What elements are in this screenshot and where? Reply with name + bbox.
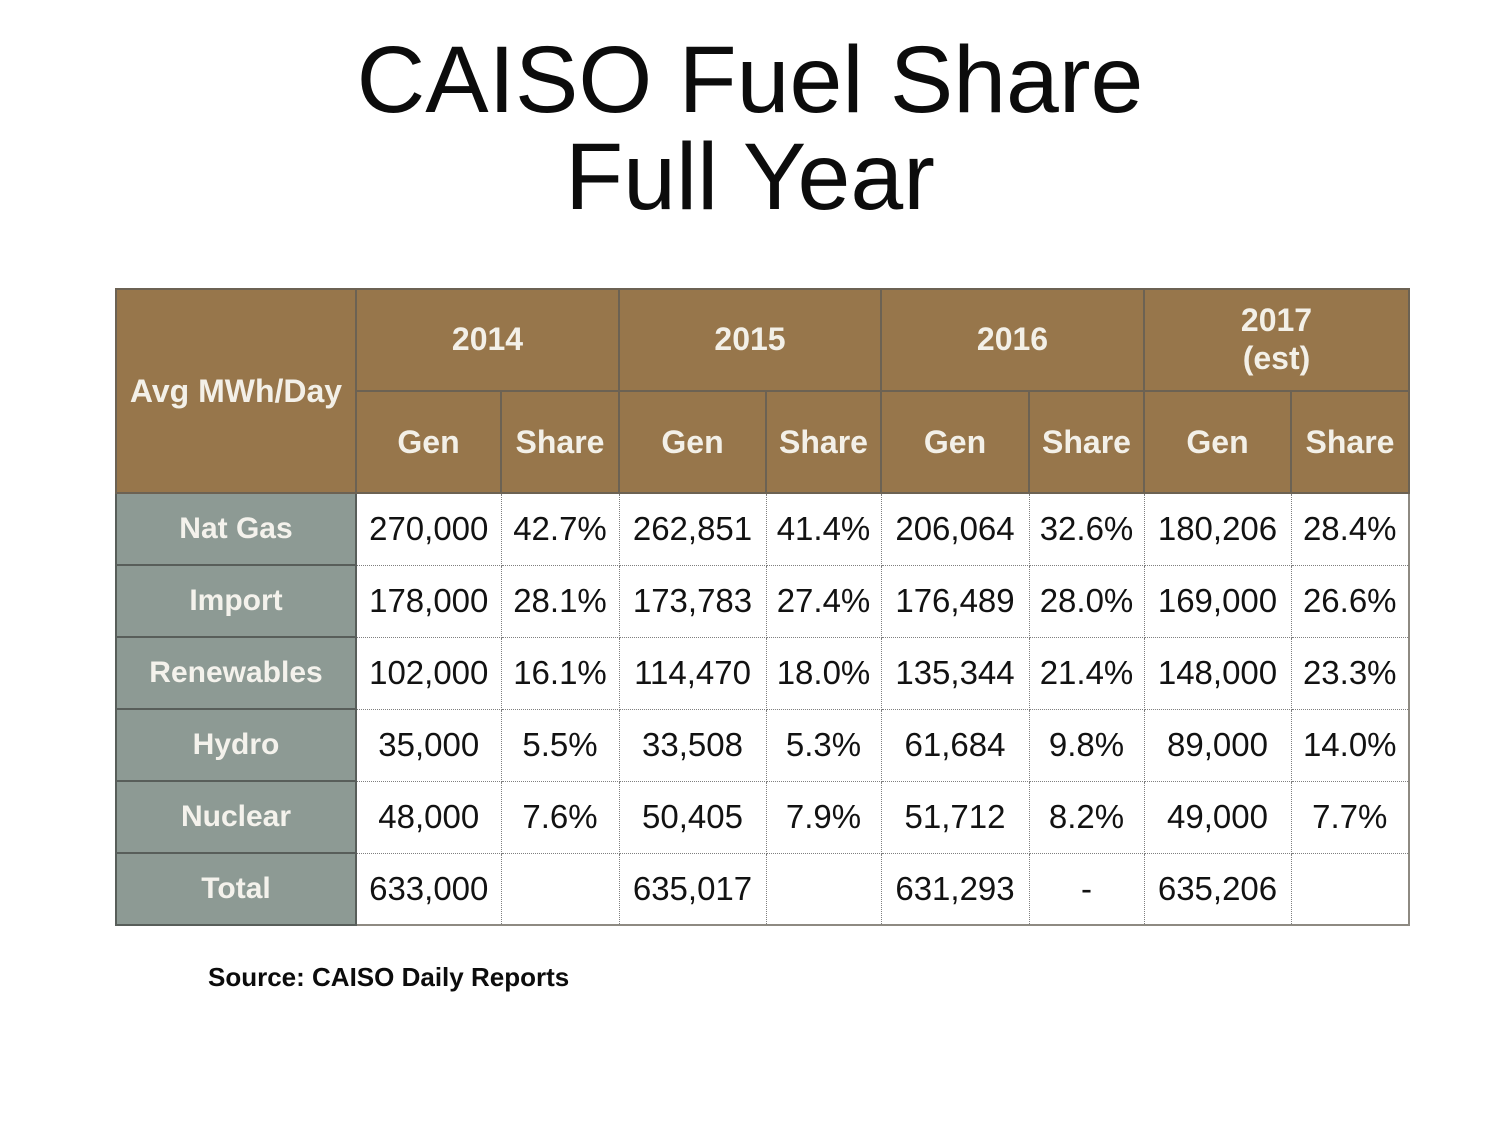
data-cell: 28.0% — [1028, 564, 1145, 638]
table-row-nuclear: Nuclear 48,000 7.6% 50,405 7.9% 51,712 8… — [115, 780, 1410, 854]
table-row-import: Import 178,000 28.1% 173,783 27.4% 176,4… — [115, 564, 1410, 638]
data-cell: 102,000 — [355, 636, 502, 710]
table-row-nat-gas: Nat Gas 270,000 42.7% 262,851 41.4% 206,… — [115, 492, 1410, 566]
data-cell: 42.7% — [500, 492, 620, 566]
data-cell: 27.4% — [765, 564, 882, 638]
row-label: Hydro — [115, 708, 357, 782]
data-cell: 50,405 — [618, 780, 767, 854]
sub-header-cell: Share — [500, 390, 620, 494]
year-header-2015: 2015 — [618, 288, 882, 392]
data-cell: 5.5% — [500, 708, 620, 782]
data-cell: 633,000 — [355, 852, 502, 926]
header-row-years: Avg MWh/Day 2014 2015 2016 2017 (est) — [115, 288, 1410, 494]
data-cell: 7.6% — [500, 780, 620, 854]
data-cell: 7.7% — [1290, 780, 1410, 854]
data-cell: 28.1% — [500, 564, 620, 638]
sub-header-cell: Gen — [618, 390, 767, 494]
slide-title: CAISO Fuel Share Full Year — [0, 32, 1500, 226]
data-cell: - — [1028, 852, 1145, 926]
data-cell: 16.1% — [500, 636, 620, 710]
data-cell: 14.0% — [1290, 708, 1410, 782]
data-cell: 5.3% — [765, 708, 882, 782]
data-cell: 49,000 — [1143, 780, 1292, 854]
table-row-renewables: Renewables 102,000 16.1% 114,470 18.0% 1… — [115, 636, 1410, 710]
data-cell: 635,206 — [1143, 852, 1292, 926]
data-cell: 7.9% — [765, 780, 882, 854]
data-cell: 206,064 — [880, 492, 1030, 566]
row-label: Nat Gas — [115, 492, 357, 566]
data-cell: 35,000 — [355, 708, 502, 782]
data-cell: 635,017 — [618, 852, 767, 926]
data-cell: 9.8% — [1028, 708, 1145, 782]
data-cell: 114,470 — [618, 636, 767, 710]
data-cell: 48,000 — [355, 780, 502, 854]
data-cell: 21.4% — [1028, 636, 1145, 710]
row-label: Renewables — [115, 636, 357, 710]
data-cell: 41.4% — [765, 492, 882, 566]
slide-title-line2: Full Year — [565, 124, 935, 230]
data-cell: 180,206 — [1143, 492, 1292, 566]
data-cell: 23.3% — [1290, 636, 1410, 710]
table-row-hydro: Hydro 35,000 5.5% 33,508 5.3% 61,684 9.8… — [115, 708, 1410, 782]
data-cell: 176,489 — [880, 564, 1030, 638]
data-cell: 33,508 — [618, 708, 767, 782]
data-cell: 148,000 — [1143, 636, 1292, 710]
slide-title-line1: CAISO Fuel Share — [356, 27, 1144, 133]
corner-header-cell: Avg MWh/Day — [115, 288, 357, 494]
sub-header-cell: Gen — [1143, 390, 1292, 494]
year-header-2014: 2014 — [355, 288, 620, 392]
source-note: Source: CAISO Daily Reports — [208, 962, 570, 992]
sub-header-cell: Share — [1290, 390, 1410, 494]
data-cell: 89,000 — [1143, 708, 1292, 782]
year-header-2017: 2017 (est) — [1143, 288, 1410, 392]
row-label: Import — [115, 564, 357, 638]
data-cell: 135,344 — [880, 636, 1030, 710]
data-cell: 26.6% — [1290, 564, 1410, 638]
header-row-gen-share: Gen Share Gen Share Gen Share Gen Share — [116, 390, 1410, 494]
year-header-2016: 2016 — [880, 288, 1145, 392]
data-cell: 51,712 — [880, 780, 1030, 854]
data-cell: 270,000 — [355, 492, 502, 566]
data-cell: 32.6% — [1028, 492, 1145, 566]
data-cell — [500, 852, 620, 926]
data-cell: 178,000 — [355, 564, 502, 638]
data-cell: 8.2% — [1028, 780, 1145, 854]
data-cell: 18.0% — [765, 636, 882, 710]
data-cell: 28.4% — [1290, 492, 1410, 566]
row-label: Nuclear — [115, 780, 357, 854]
table-row-total: Total 633,000 635,017 631,293 - 635,206 — [115, 852, 1410, 926]
data-cell: 631,293 — [880, 852, 1030, 926]
sub-header-cell: Gen — [355, 390, 502, 494]
row-label: Total — [115, 852, 357, 926]
data-cell: 173,783 — [618, 564, 767, 638]
fuel-share-table: Avg MWh/Day 2014 2015 2016 2017 (est) Ge… — [115, 288, 1410, 926]
data-cell: 169,000 — [1143, 564, 1292, 638]
data-cell — [1290, 852, 1410, 926]
sub-header-cell: Gen — [880, 390, 1030, 494]
data-cell: 262,851 — [618, 492, 767, 566]
data-cell — [765, 852, 882, 926]
sub-header-cell: Share — [1028, 390, 1145, 494]
data-cell: 61,684 — [880, 708, 1030, 782]
sub-header-cell: Share — [765, 390, 882, 494]
